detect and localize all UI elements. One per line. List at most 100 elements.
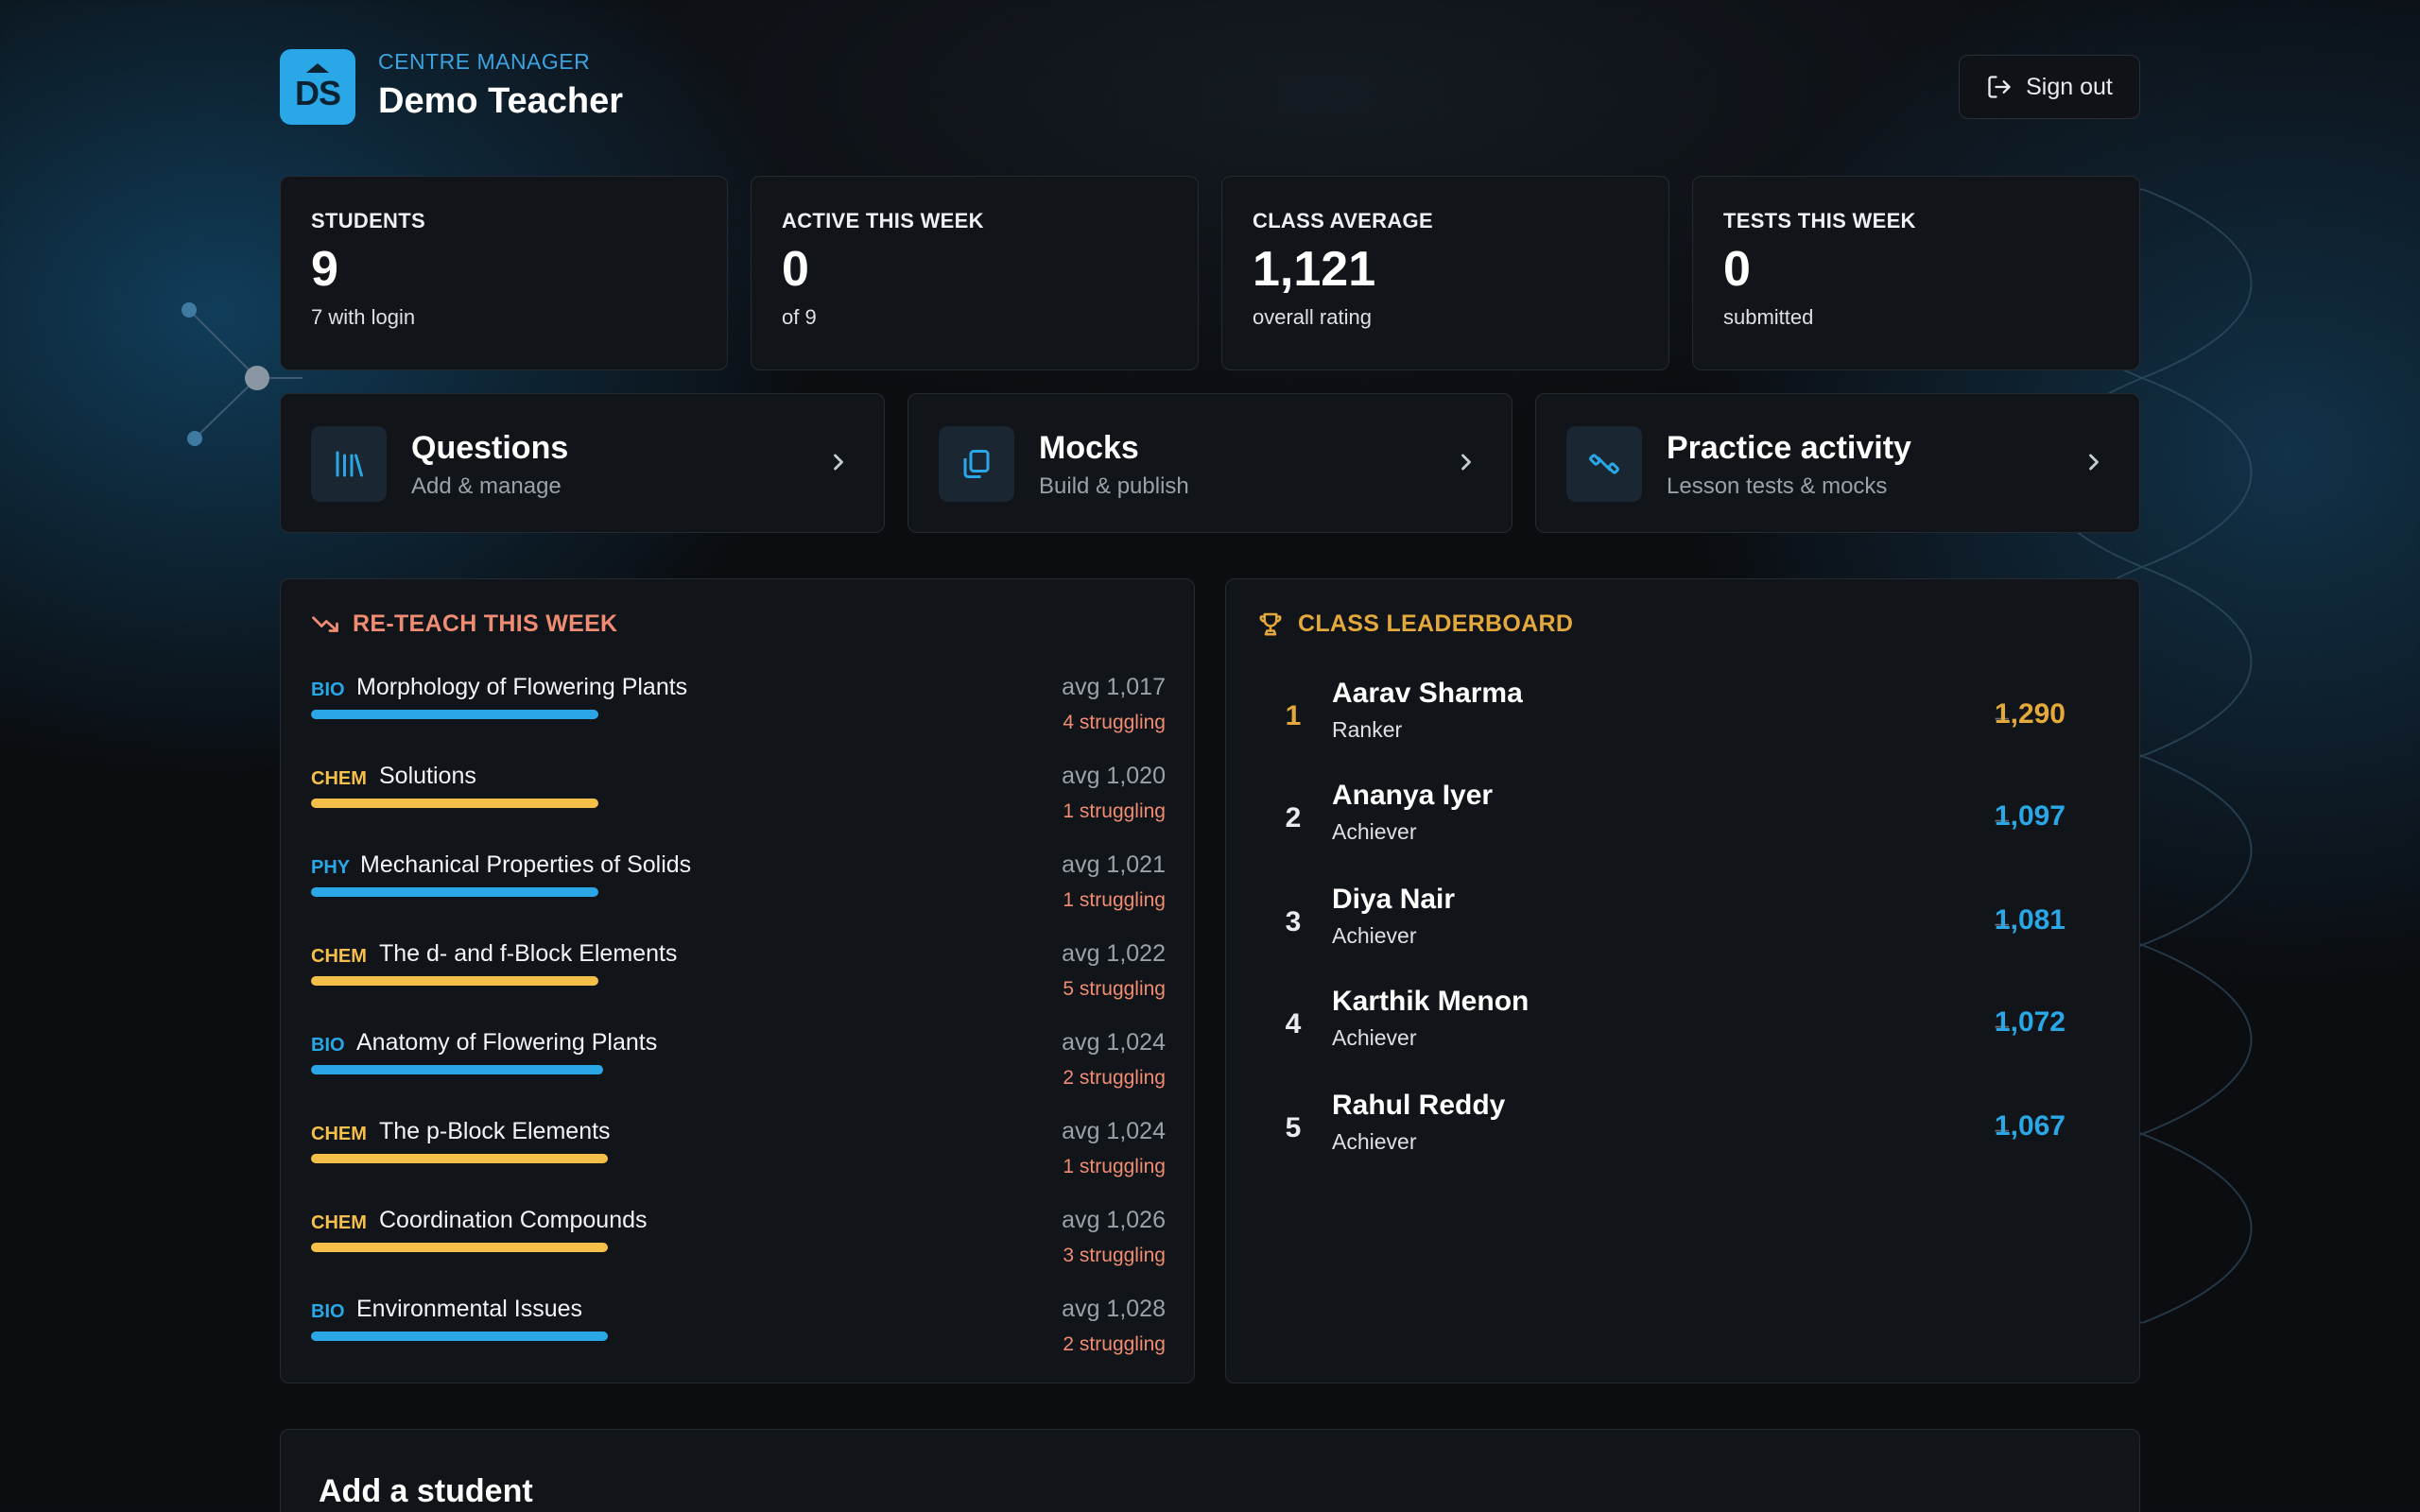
topic-average: avg 1,026 bbox=[1062, 1207, 1166, 1233]
trend-indicator: – bbox=[1995, 1010, 2009, 1039]
leaderboard-panel: CLASS LEADERBOARD 1 Aarav Sharma Ranker –1,… bbox=[1225, 578, 2140, 1383]
add-student-title: Add a student bbox=[319, 1473, 533, 1509]
logo-text: DS bbox=[294, 74, 341, 112]
leaderboard-row[interactable]: 5 Rahul Reddy Achiever –1,067 bbox=[1256, 1090, 2111, 1175]
chevron-right-icon bbox=[834, 454, 843, 471]
struggling-count: 1 struggling bbox=[1063, 800, 1166, 822]
topic-average: avg 1,022 bbox=[1062, 940, 1166, 967]
topic-name: Coordination Compounds bbox=[379, 1207, 648, 1233]
questions-card[interactable]: Questions Add & manage bbox=[280, 393, 885, 533]
subject-tag: CHEM bbox=[311, 768, 367, 789]
app-logo[interactable]: DS bbox=[280, 49, 355, 125]
topic-name: The p-Block Elements bbox=[379, 1118, 611, 1144]
topic-average: avg 1,024 bbox=[1062, 1029, 1166, 1056]
action-subtitle: Lesson tests & mocks bbox=[1667, 473, 1888, 499]
action-subtitle: Build & publish bbox=[1039, 473, 1189, 499]
topic-progress-bar bbox=[311, 1154, 608, 1163]
reteach-topic-row[interactable]: BIO Morphology of Flowering Plants avg 1,0… bbox=[311, 674, 1166, 763]
leaderboard-row[interactable]: 3 Diya Nair Achiever –1,081 bbox=[1256, 884, 2111, 969]
sign-out-button[interactable]: Sign out bbox=[1959, 55, 2140, 119]
stat-value: 1,121 bbox=[1253, 242, 1376, 297]
student-title: Achiever bbox=[1332, 923, 1417, 948]
reteach-topic-row[interactable]: CHEM The p-Block Elements avg 1,024 1 strug… bbox=[311, 1118, 1166, 1207]
struggling-count: 3 struggling bbox=[1063, 1245, 1166, 1266]
stat-label: ACTIVE THIS WEEK bbox=[782, 209, 984, 232]
reteach-header: RE-TEACH THIS WEEK bbox=[311, 610, 617, 638]
copy-icon bbox=[939, 426, 1014, 502]
topic-progress-bar bbox=[311, 1065, 603, 1074]
reteach-topic-row[interactable]: CHEM Solutions avg 1,020 1 struggling bbox=[311, 763, 1166, 851]
topic-average: avg 1,017 bbox=[1062, 674, 1166, 700]
reteach-topic-row[interactable]: PHY Mechanical Properties of Solids avg 1,… bbox=[311, 851, 1166, 940]
action-subtitle: Add & manage bbox=[411, 473, 562, 499]
student-name: Aarav Sharma bbox=[1332, 678, 1523, 709]
stat-card-average: CLASS AVERAGE 1,121 overall rating bbox=[1221, 176, 1669, 370]
topic-name: Solutions bbox=[379, 763, 476, 789]
reteach-topic-row[interactable]: CHEM Coordination Compounds avg 1,026 3 str… bbox=[311, 1207, 1166, 1296]
topic-name: The d- and f-Block Elements bbox=[379, 940, 678, 967]
leaderboard-row[interactable]: 1 Aarav Sharma Ranker –1,290 bbox=[1256, 678, 2111, 763]
header: DS CENTRE MANAGER Demo Teacher Sign out bbox=[280, 49, 2140, 125]
subject-tag: BIO bbox=[311, 1301, 345, 1322]
stat-sub: overall rating bbox=[1253, 305, 1372, 329]
student-rank: 2 bbox=[1285, 802, 1302, 833]
logo-roof-icon bbox=[306, 63, 329, 73]
stat-value: 0 bbox=[1723, 242, 1751, 297]
chevron-right-icon bbox=[2089, 454, 2099, 471]
student-rank: 3 bbox=[1285, 906, 1302, 937]
add-student-card: Add a student bbox=[280, 1429, 2140, 1512]
subject-tag: CHEM bbox=[311, 1212, 367, 1233]
stat-sub: of 9 bbox=[782, 305, 817, 329]
leaderboard-header: CLASS LEADERBOARD bbox=[1256, 610, 1573, 638]
struggling-count: 5 struggling bbox=[1063, 978, 1166, 1000]
topic-progress-bar bbox=[311, 1332, 608, 1341]
reteach-topic-row[interactable]: BIO Environmental Issues avg 1,028 2 strugg… bbox=[311, 1296, 1166, 1384]
topic-name: Mechanical Properties of Solids bbox=[360, 851, 692, 878]
struggling-count: 1 struggling bbox=[1063, 1156, 1166, 1177]
stats-row: STUDENTS 9 7 with login ACTIVE THIS WEEK… bbox=[280, 176, 2140, 370]
reteach-topic-row[interactable]: CHEM The d- and f-Block Elements avg 1,022… bbox=[311, 940, 1166, 1029]
stat-sub: 7 with login bbox=[311, 305, 416, 329]
student-name: Karthik Menon bbox=[1332, 986, 1530, 1017]
student-score: 1,290 bbox=[1994, 698, 2066, 730]
stat-card-active: ACTIVE THIS WEEK 0 of 9 bbox=[751, 176, 1199, 370]
mocks-card[interactable]: Mocks Build & publish bbox=[908, 393, 1512, 533]
practice-activity-card[interactable]: Practice activity Lesson tests & mocks bbox=[1535, 393, 2140, 533]
student-title: Achiever bbox=[1332, 819, 1417, 844]
stat-card-tests: TESTS THIS WEEK 0 submitted bbox=[1692, 176, 2140, 370]
leaderboard-row[interactable]: 2 Ananya Iyer Achiever –1,097 bbox=[1256, 780, 2111, 865]
chevron-right-icon bbox=[1461, 454, 1471, 471]
subject-tag: PHY bbox=[311, 857, 351, 878]
dumbbell-icon bbox=[1566, 426, 1642, 502]
leaderboard-row[interactable]: 4 Karthik Menon Achiever –1,072 bbox=[1256, 986, 2111, 1071]
sign-out-label: Sign out bbox=[2026, 73, 2113, 100]
stat-label: STUDENTS bbox=[311, 209, 425, 232]
trend-indicator: – bbox=[1995, 804, 2009, 833]
user-name: Demo Teacher bbox=[378, 81, 624, 121]
leaderboard-title: CLASS LEADERBOARD bbox=[1298, 610, 1574, 637]
student-name: Diya Nair bbox=[1332, 884, 1456, 915]
subject-tag: CHEM bbox=[311, 1124, 367, 1144]
topic-name: Anatomy of Flowering Plants bbox=[356, 1029, 658, 1056]
library-icon bbox=[311, 426, 387, 502]
student-score: 1,081 bbox=[1994, 904, 2066, 936]
student-rank: 1 bbox=[1285, 700, 1302, 731]
action-title: Practice activity bbox=[1667, 430, 1911, 466]
topic-average: avg 1,021 bbox=[1062, 851, 1166, 878]
stat-sub: submitted bbox=[1723, 305, 1814, 329]
student-score: 1,072 bbox=[1994, 1006, 2066, 1038]
topic-progress-bar bbox=[311, 887, 598, 897]
stat-value: 0 bbox=[782, 242, 809, 297]
struggling-count: 2 struggling bbox=[1063, 1333, 1166, 1355]
reteach-panel: RE-TEACH THIS WEEK BIO Morphology of Flow… bbox=[280, 578, 1195, 1383]
stat-value: 9 bbox=[311, 242, 338, 297]
student-title: Achiever bbox=[1332, 1129, 1417, 1154]
struggling-count: 2 struggling bbox=[1063, 1067, 1166, 1089]
reteach-topic-row[interactable]: BIO Anatomy of Flowering Plants avg 1,024 2… bbox=[311, 1029, 1166, 1118]
struggling-count: 1 struggling bbox=[1063, 889, 1166, 911]
student-score: 1,067 bbox=[1994, 1110, 2066, 1142]
trend-indicator: – bbox=[1995, 702, 2009, 730]
trending-down-icon bbox=[312, 616, 338, 632]
student-title: Achiever bbox=[1332, 1025, 1417, 1050]
subject-tag: CHEM bbox=[311, 946, 367, 967]
